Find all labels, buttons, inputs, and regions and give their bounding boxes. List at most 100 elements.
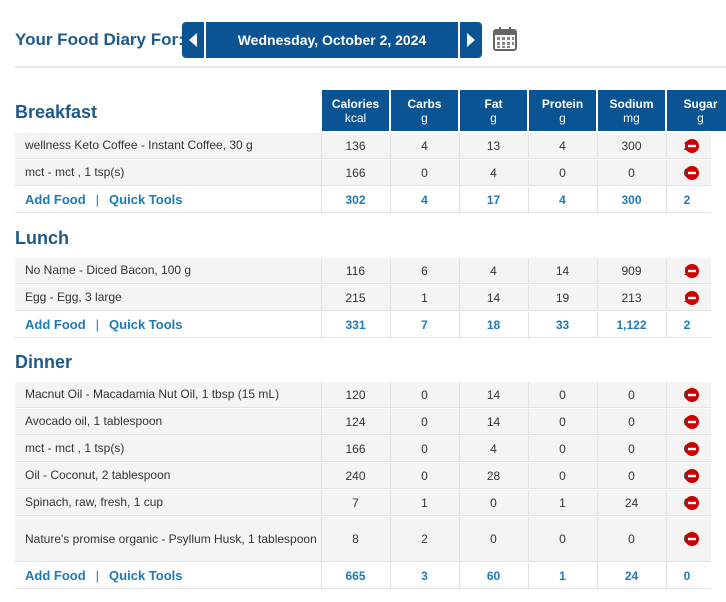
quick-tools-link[interactable]: Quick Tools	[109, 192, 183, 207]
column-divider	[528, 160, 529, 185]
link-separator: |	[95, 317, 100, 332]
delete-icon[interactable]	[685, 495, 699, 510]
food-name[interactable]: Spinach, raw, fresh, 1 cup	[25, 495, 164, 509]
column-divider	[321, 409, 322, 434]
nutrient-value: 166	[345, 165, 366, 180]
column-divider	[390, 285, 391, 310]
column-divider	[321, 517, 322, 561]
delete-icon[interactable]	[685, 532, 699, 546]
delete-icon[interactable]	[685, 138, 699, 153]
date-display[interactable]: Wednesday, October 2, 2024	[206, 22, 458, 58]
column-divider	[321, 382, 322, 407]
column-divider	[459, 517, 460, 561]
nutrient-value: 28	[486, 468, 501, 483]
column-unit: kcal	[344, 111, 367, 125]
delete-icon[interactable]	[685, 263, 699, 278]
food-entry-row[interactable]: Macnut Oil - Macadamia Nut Oil, 1 tbsp (…	[15, 382, 711, 408]
delete-icon[interactable]	[685, 165, 699, 180]
column-divider	[390, 409, 391, 434]
food-entry-row[interactable]: mct - mct , 1 tsp(s)16604000	[15, 160, 711, 186]
food-name[interactable]: Oil - Coconut, 2 tablespoon	[25, 468, 171, 482]
nutrient-value: 2	[421, 532, 428, 546]
column-divider	[390, 187, 391, 212]
food-name[interactable]: Nature's promise organic - Psyllum Husk,…	[25, 531, 317, 546]
meal-totals-row: Add Food | Quick Tools 331 7 18 33 1,122 2	[15, 312, 711, 338]
delete-icon[interactable]	[685, 468, 699, 483]
nutrient-value: 215	[345, 290, 366, 305]
column-unit: mg	[623, 111, 640, 125]
add-food-link[interactable]: Add Food	[25, 317, 86, 332]
nutrient-value: 0	[490, 532, 497, 546]
column-divider	[666, 563, 667, 588]
nutrient-value: 136	[345, 138, 366, 153]
column-divider	[459, 409, 460, 434]
nutrient-value: 1,122	[616, 317, 647, 332]
nutrient-value: 0	[421, 441, 428, 456]
nutrient-value: 1	[559, 568, 566, 583]
nutrient-value: 0	[559, 165, 566, 180]
food-entry-row[interactable]: wellness Keto Coffee - Instant Coffee, 3…	[15, 133, 711, 159]
nutrient-value: 166	[345, 441, 366, 456]
column-divider	[666, 517, 667, 561]
nutrient-value: 60	[486, 568, 501, 583]
link-separator: |	[95, 568, 100, 583]
food-entry-row[interactable]: Nature's promise organic - Psyllum Husk,…	[15, 517, 711, 562]
nutrient-value: 0	[559, 441, 566, 456]
column-divider	[321, 187, 322, 212]
column-divider	[597, 517, 598, 561]
column-divider	[597, 133, 598, 158]
nutrient-value: 8	[352, 532, 359, 546]
column-divider	[459, 436, 460, 461]
delete-icon[interactable]	[685, 441, 699, 456]
food-name[interactable]: wellness Keto Coffee - Instant Coffee, 3…	[25, 138, 253, 152]
previous-day-button[interactable]	[182, 22, 204, 58]
column-divider	[666, 285, 667, 310]
food-entry-row[interactable]: Avocado oil, 1 tablespoon124014000	[15, 409, 711, 435]
food-name[interactable]: mct - mct , 1 tsp(s)	[25, 441, 125, 455]
column-divider	[321, 490, 322, 515]
column-divider	[390, 436, 391, 461]
food-entry-row[interactable]: Spinach, raw, fresh, 1 cup7101240	[15, 490, 711, 516]
nutrient-value: 7	[352, 495, 359, 510]
calendar-button[interactable]	[492, 26, 518, 52]
nutrient-value: 4	[559, 192, 566, 207]
nutrient-value: 14	[555, 263, 570, 278]
next-day-button[interactable]	[460, 22, 482, 58]
food-name[interactable]: Egg - Egg, 3 large	[25, 290, 122, 304]
meal-totals-row: Add Food | Quick Tools 665 3 60 1 24 0	[15, 563, 711, 589]
quick-tools-link[interactable]: Quick Tools	[109, 568, 183, 583]
column-divider	[459, 490, 460, 515]
add-food-link[interactable]: Add Food	[25, 192, 86, 207]
column-divider	[597, 312, 598, 337]
column-divider	[597, 563, 598, 588]
nutrient-value: 0	[628, 532, 635, 546]
column-divider	[597, 490, 598, 515]
column-name: Protein	[541, 97, 584, 111]
column-divider	[390, 463, 391, 488]
add-food-link[interactable]: Add Food	[25, 568, 86, 583]
food-entry-row[interactable]: Egg - Egg, 3 large215114192131	[15, 285, 711, 311]
food-name[interactable]: Avocado oil, 1 tablespoon	[25, 414, 163, 428]
delete-icon[interactable]	[685, 290, 699, 305]
meal-actions: Add Food | Quick Tools	[25, 187, 182, 212]
column-unit: g	[421, 111, 428, 125]
food-entry-row[interactable]: No Name - Diced Bacon, 100 g11664149091	[15, 258, 711, 284]
column-header-protein: Protein g	[529, 90, 596, 131]
delete-icon[interactable]	[685, 387, 699, 402]
quick-tools-link[interactable]: Quick Tools	[109, 317, 183, 332]
food-name[interactable]: Macnut Oil - Macadamia Nut Oil, 1 tbsp (…	[25, 387, 280, 401]
food-entry-row[interactable]: mct - mct , 1 tsp(s)16604000	[15, 436, 711, 462]
nutrient-value: 0	[628, 387, 635, 402]
column-unit: g	[490, 111, 497, 125]
nutrient-value: 0	[490, 495, 497, 510]
delete-icon[interactable]	[685, 414, 699, 429]
nutrient-value: 18	[486, 317, 501, 332]
food-name[interactable]: mct - mct , 1 tsp(s)	[25, 165, 125, 179]
food-entry-row[interactable]: Oil - Coconut, 2 tablespoon240028000	[15, 463, 711, 489]
column-divider	[459, 382, 460, 407]
column-divider	[528, 563, 529, 588]
food-name[interactable]: No Name - Diced Bacon, 100 g	[25, 263, 192, 277]
column-divider	[528, 258, 529, 283]
nutrient-value: 909	[621, 263, 642, 278]
column-divider	[528, 312, 529, 337]
